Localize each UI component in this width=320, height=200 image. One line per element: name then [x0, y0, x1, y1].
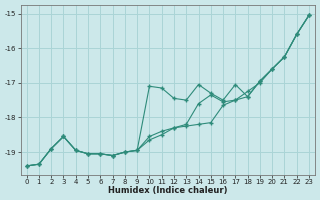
X-axis label: Humidex (Indice chaleur): Humidex (Indice chaleur) — [108, 186, 228, 195]
